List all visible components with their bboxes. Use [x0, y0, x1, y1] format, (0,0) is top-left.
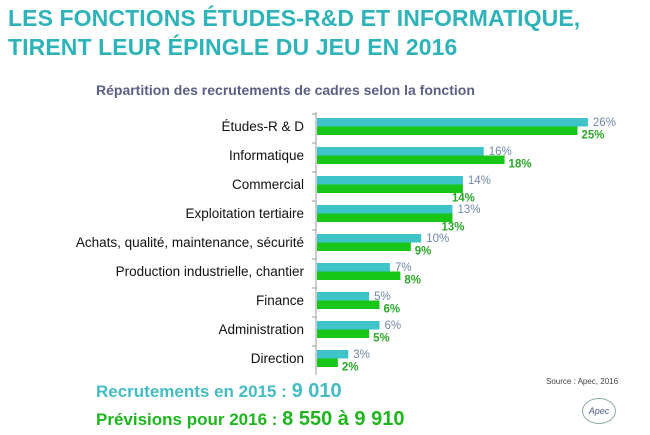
data-label-2016: 9%: [415, 246, 432, 258]
bar-2015: [317, 176, 463, 185]
apec-logo: Apec: [582, 398, 616, 424]
bar-2016: [317, 213, 453, 222]
forecast-2016: Prévisions pour 2016 : 8 550 à 9 910: [96, 408, 404, 431]
data-label-2015: 3%: [353, 349, 370, 361]
recruitment-2015-value: 9 010: [291, 380, 342, 402]
bar-2016: [317, 300, 380, 309]
category-label: Production industrielle, chantier: [116, 264, 305, 279]
data-label-2016: 13%: [441, 222, 464, 234]
data-label-2016: 25%: [582, 130, 605, 142]
bar-2016: [317, 184, 463, 193]
data-label-2015: 13%: [457, 204, 480, 216]
bar-2016: [317, 329, 370, 338]
data-label-2015: 6%: [385, 320, 402, 332]
bar-2015: [317, 350, 349, 359]
data-label-2015: 7%: [395, 262, 412, 274]
category-label: Finance: [256, 293, 304, 308]
data-label-2015: 14%: [468, 175, 491, 187]
bar-2015: [317, 292, 370, 301]
category-label: Informatique: [229, 148, 304, 163]
recruitment-2015: Recrutements en 2015 : 9 010: [96, 380, 342, 403]
category-label: Études-R & D: [221, 119, 304, 134]
data-label-2016: 5%: [373, 333, 390, 345]
recruitment-2015-label: Recrutements en 2015 :: [96, 382, 292, 401]
data-label-2016: 8%: [404, 275, 421, 287]
page-title: LES FONCTIONS ÉTUDES-R&D ET INFORMATIQUE…: [8, 4, 580, 62]
bar-2016: [317, 271, 401, 280]
bar-2016: [317, 242, 411, 251]
data-label-2016: 18%: [509, 159, 532, 171]
bar-2015: [317, 234, 422, 243]
title-line-1: LES FONCTIONS ÉTUDES-R&D ET INFORMATIQUE…: [8, 5, 581, 31]
data-label-2016: 2%: [342, 362, 359, 374]
category-label: Achats, qualité, maintenance, sécurité: [76, 235, 304, 250]
category-label: Exploitation tertiaire: [185, 206, 304, 221]
bar-2015: [317, 321, 380, 330]
data-label-2015: 26%: [593, 117, 616, 129]
data-label-2016: 6%: [384, 304, 401, 316]
bar-2016: [317, 358, 338, 367]
data-label-2015: 5%: [374, 291, 391, 303]
bar-2016: [317, 126, 578, 135]
category-label: Administration: [218, 322, 304, 337]
bar-2015: [317, 147, 484, 156]
bar-2015: [317, 205, 453, 214]
chart-title: Répartition des recrutements de cadres s…: [96, 82, 475, 98]
bar-2015: [317, 263, 390, 272]
forecast-2016-label: Prévisions pour 2016 :: [96, 410, 283, 429]
forecast-2016-value: 8 550 à 9 910: [282, 408, 405, 430]
title-line-2: TIRENT LEUR ÉPINGLE DU JEU EN 2016: [8, 34, 458, 60]
data-label-2016: 14%: [452, 193, 475, 205]
bar-2015: [317, 118, 588, 127]
source-note: Source : Apec, 2016: [546, 377, 619, 386]
data-label-2015: 10%: [426, 233, 449, 245]
bar-2016: [317, 155, 505, 164]
category-label: Direction: [251, 351, 304, 366]
data-label-2015: 16%: [489, 146, 512, 158]
category-label: Commercial: [232, 177, 304, 192]
